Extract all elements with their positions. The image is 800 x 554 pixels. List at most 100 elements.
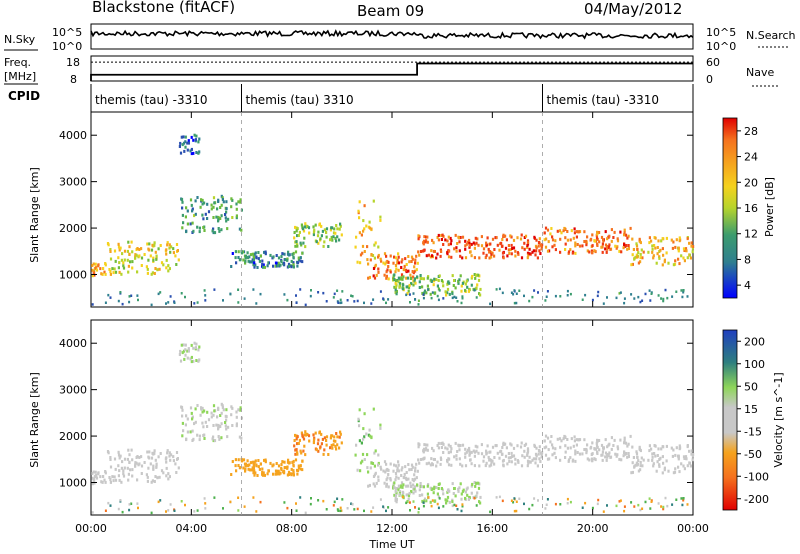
power-cell [358,216,361,220]
power-cell [639,252,642,256]
power-cell [154,250,157,254]
power-cell [136,247,139,250]
velocity-cell [263,473,266,477]
power-cell [173,301,176,304]
power-cell [648,241,651,245]
power-cell [426,240,429,244]
velocity-cell [276,472,279,476]
power-cell [373,256,376,260]
velocity-cell [168,454,171,458]
power-cell [470,254,473,258]
power-cell [636,248,639,251]
power-cell [296,227,299,231]
velocity-cell [405,501,408,505]
power-cell [438,289,441,292]
power-cell [305,224,308,228]
power-cell [405,263,408,266]
power-cell [446,252,449,256]
velocity-cell [596,438,599,442]
power-cell [252,258,255,262]
velocity-cell [196,509,199,512]
power-cell [117,266,120,270]
power-cell [619,230,622,234]
power-cell [527,253,530,257]
power-cell [656,246,659,249]
y-tick-label: 3000 [59,384,87,397]
power-cell [688,253,691,257]
power-cell [535,246,538,250]
velocity-cell [225,408,228,412]
velocity-cell [585,451,588,455]
power-cell [126,258,129,262]
velocity-cell [627,452,630,455]
power-cell [593,249,596,253]
velocity-cell [479,501,482,505]
velocity-cell [523,444,526,447]
power-cell [514,254,517,258]
power-cell [254,251,257,255]
velocity-cell [204,420,207,424]
velocity-cell [303,433,306,437]
power-cell [480,244,484,248]
power-cell [181,226,184,230]
power-cell [136,270,139,274]
power-cell [661,247,664,251]
velocity-cell [123,466,126,470]
power-cell [490,250,493,254]
velocity-cell [639,460,642,464]
power-cell [389,254,392,258]
velocity-cell [313,436,316,440]
power-cell [206,202,209,206]
velocity-cell [216,415,219,419]
velocity-cell [312,441,315,445]
velocity-cell [680,497,683,500]
power-cell [408,260,411,264]
nsky-label: N.Sky [4,33,36,46]
velocity-cell [264,458,267,462]
velocity-cell [225,418,228,422]
velocity-cell [225,427,228,431]
velocity-cell [323,436,326,440]
velocity-cell [619,499,622,502]
power-cell [165,252,168,256]
power-cell [441,233,444,237]
power-cell [183,149,186,153]
velocity-cell [372,482,375,486]
freq-tick-top: 18 [66,56,80,69]
power-cell [226,227,229,231]
velocity-cell [351,503,354,506]
velocity-cell [531,458,534,462]
power-cell [329,228,332,232]
power-cell [451,296,454,300]
velocity-cell [686,445,689,449]
velocity-cell [602,447,605,451]
power-cell [225,207,228,211]
velocity-cell [190,411,193,415]
velocity-cell [633,465,636,469]
velocity-cell [608,442,611,446]
power-cell [354,245,357,249]
velocity-cell [465,450,468,454]
power-cell [485,243,488,247]
velocity-cell [512,446,516,450]
velocity-cell [455,454,458,458]
velocity-cell [683,457,686,460]
x-tick-label: 00:00 [677,522,709,535]
velocity-cell [682,455,686,459]
velocity-cell [242,466,245,470]
power-cell [468,244,471,248]
velocity-cell [184,343,187,347]
velocity-cell [641,507,644,510]
velocity-cell [185,414,188,418]
power-cell [127,240,130,244]
velocity-cell [362,437,365,441]
power-cell [123,258,126,262]
power-cell [316,234,320,238]
power-cell [583,240,586,243]
power-cell [296,264,299,268]
power-cell [394,285,398,289]
velocity-cell [312,433,315,437]
velocity-cell [616,453,619,457]
power-cell [403,268,406,272]
velocity-cell [235,422,238,426]
